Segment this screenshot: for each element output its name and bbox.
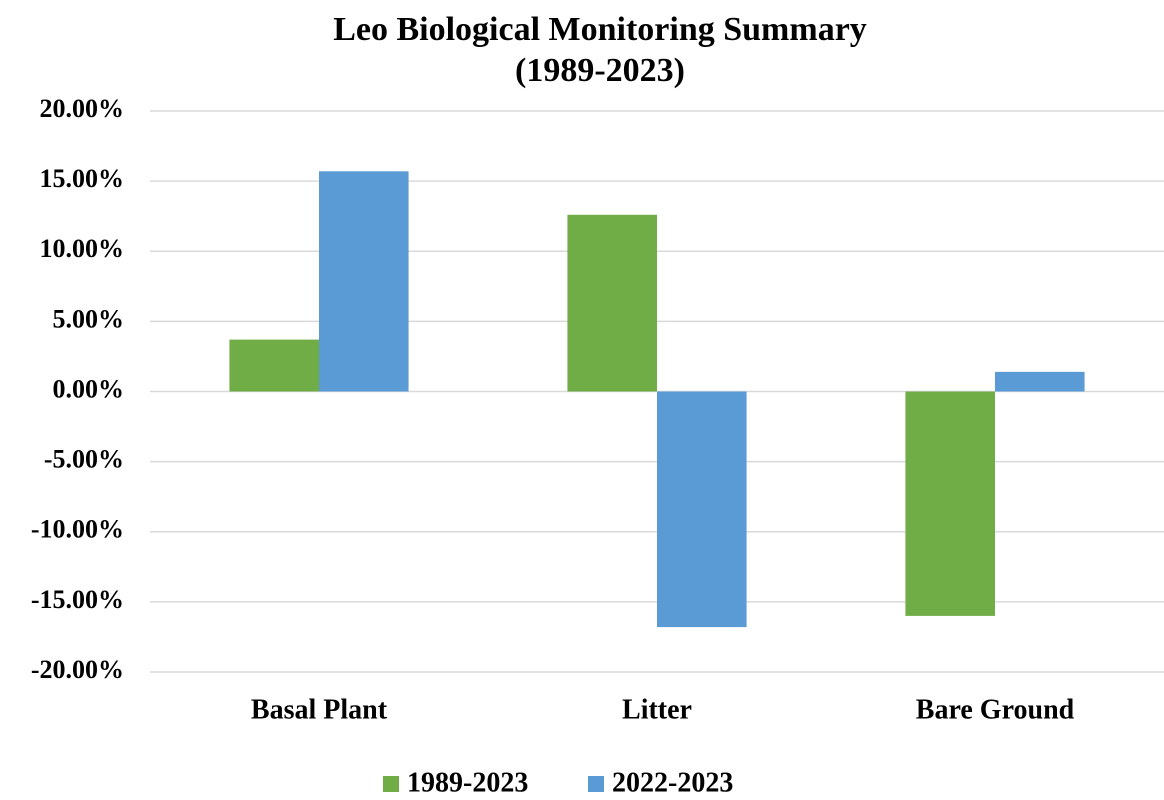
y-tick-label: 5.00% (53, 304, 125, 333)
bar (567, 214, 657, 392)
bar (657, 391, 747, 628)
y-tick-label: -5.00% (44, 445, 124, 474)
bar (229, 339, 319, 392)
y-tick-label: -10.00% (31, 515, 124, 544)
x-tick-label: Litter (622, 694, 692, 725)
legend-label: 1989-2023 (407, 767, 528, 798)
y-tick-label: 0.00% (53, 374, 125, 403)
x-tick-label: Basal Plant (251, 694, 388, 725)
legend-swatch (383, 776, 399, 792)
chart-subtitle: (1989-2023) (515, 52, 685, 89)
bar (995, 371, 1085, 392)
y-tick-label: 15.00% (40, 164, 125, 193)
chart-title: Leo Biological Monitoring Summary (333, 11, 867, 48)
legend-label: 2022-2023 (612, 767, 733, 798)
bar (905, 391, 995, 616)
y-tick-label: -20.00% (31, 655, 124, 684)
y-tick-label: -15.00% (31, 585, 124, 614)
bar (319, 171, 409, 392)
y-tick-label: 20.00% (40, 94, 125, 123)
x-tick-label: Bare Ground (916, 694, 1075, 725)
legend-swatch (588, 776, 604, 792)
y-tick-label: 10.00% (40, 234, 125, 263)
